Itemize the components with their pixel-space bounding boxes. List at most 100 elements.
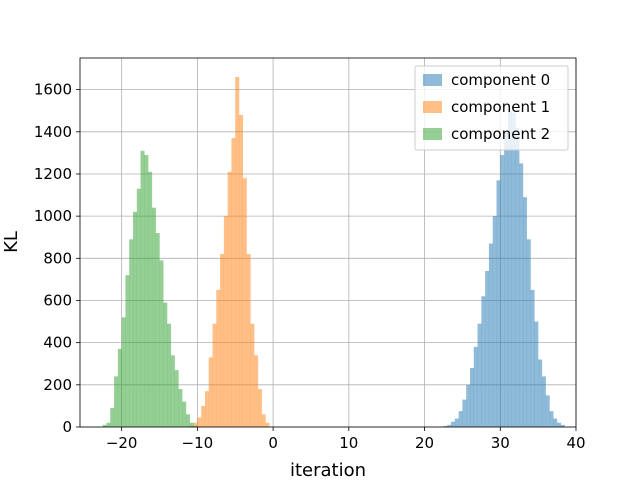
histogram-bar-series-2 xyxy=(193,425,198,427)
histogram-bar-series-0 xyxy=(504,131,509,428)
histogram-bar-series-0 xyxy=(447,424,452,427)
histogram-bar-series-2 xyxy=(140,150,145,427)
histogram-bar-series-1 xyxy=(216,289,221,427)
x-tick-label: 10 xyxy=(339,434,358,452)
histogram-bar-series-2 xyxy=(189,422,194,427)
legend-swatch xyxy=(423,74,442,86)
x-tick-label: 0 xyxy=(268,434,278,452)
histogram-bar-series-0 xyxy=(458,411,463,427)
histogram-bar-series-1 xyxy=(201,405,206,427)
histogram-bar-series-0 xyxy=(454,418,459,427)
histogram-bar-series-2 xyxy=(129,239,134,427)
histogram-bar-series-1 xyxy=(250,323,255,427)
y-tick-label: 1000 xyxy=(34,207,72,225)
histogram-bar-series-0 xyxy=(466,384,471,427)
histogram-bar-series-2 xyxy=(133,211,137,427)
histogram-bar-series-0 xyxy=(560,424,565,427)
histogram-bar-series-1 xyxy=(197,417,202,427)
histogram-bar-series-1 xyxy=(235,76,240,427)
histogram-bar-series-0 xyxy=(473,346,478,427)
y-tick-label: 1600 xyxy=(34,81,72,99)
x-axis-ticks: −20 −10 0 10 20 30 40 xyxy=(106,427,586,452)
histogram-bar-series-2 xyxy=(186,414,191,427)
histogram-bar-series-1 xyxy=(239,114,244,427)
histogram-bar-series-2 xyxy=(155,233,160,427)
histogram-bar-series-2 xyxy=(144,154,149,427)
histogram-bar-series-2 xyxy=(121,317,126,427)
histogram-bar-series-0 xyxy=(500,154,505,427)
x-tick-label: 40 xyxy=(566,434,585,452)
histogram-bars xyxy=(102,76,565,428)
histogram-bar-series-0 xyxy=(549,411,554,427)
histogram-bar-series-0 xyxy=(522,197,527,427)
histogram-bar-series-2 xyxy=(102,424,107,427)
histogram-bar-series-1 xyxy=(223,216,228,427)
histogram-bar-series-2 xyxy=(148,171,153,427)
x-tick-label: 20 xyxy=(415,434,434,452)
histogram-bar-series-1 xyxy=(231,138,236,427)
legend-swatch xyxy=(423,101,442,113)
histogram-bar-series-0 xyxy=(485,270,490,427)
histogram-bar-series-0 xyxy=(488,243,493,427)
histogram-bar-series-0 xyxy=(553,418,558,427)
y-axis-ticks: 0 200 400 600 800 1000 1200 1400 1600 xyxy=(34,81,80,436)
histogram-bar-series-2 xyxy=(163,302,168,427)
y-tick-label: 1400 xyxy=(34,123,72,141)
histogram-bar-series-2 xyxy=(136,188,141,427)
legend-box xyxy=(414,65,569,151)
histogram-bar-series-0 xyxy=(481,296,486,427)
y-tick-label: 600 xyxy=(43,291,72,309)
histogram-bar-series-2 xyxy=(174,370,179,427)
x-tick-label: 30 xyxy=(491,434,510,452)
histogram-bar-series-2 xyxy=(159,260,164,427)
histogram-bar-series-0 xyxy=(538,359,543,427)
legend-label: component 2 xyxy=(451,125,550,143)
histogram-bar-series-0 xyxy=(519,163,524,427)
legend-label: component 1 xyxy=(451,98,550,116)
y-tick-label: 1200 xyxy=(34,165,72,183)
x-axis-label: iteration xyxy=(290,460,366,480)
histogram-bar-series-2 xyxy=(106,422,111,427)
histogram-bar-series-0 xyxy=(469,367,474,427)
histogram-bar-series-0 xyxy=(511,112,516,427)
histogram-bar-series-2 xyxy=(125,275,130,427)
histogram-bar-series-0 xyxy=(492,216,497,427)
histogram-bar-series-0 xyxy=(557,422,562,427)
histogram-bar-series-0 xyxy=(530,289,535,427)
x-tick-label: −10 xyxy=(182,434,214,452)
legend-swatch xyxy=(423,128,442,140)
histogram-bar-series-0 xyxy=(515,127,520,427)
histogram-bar-series-0 xyxy=(534,321,539,427)
y-tick-label: 0 xyxy=(62,418,72,436)
histogram-bar-series-0 xyxy=(541,376,546,427)
histogram-bar-series-0 xyxy=(496,180,501,427)
histogram-bar-series-1 xyxy=(212,323,217,427)
histogram-bar-series-0 xyxy=(462,399,467,427)
histogram-bar-series-1 xyxy=(246,254,251,427)
histogram-bar-series-2 xyxy=(114,376,119,427)
histogram-bar-series-2 xyxy=(178,389,183,427)
histogram-bar-series-2 xyxy=(117,348,122,427)
histogram-bar-series-1 xyxy=(261,414,266,427)
histogram-bar-series-2 xyxy=(170,355,175,427)
histogram-bar-series-0 xyxy=(507,110,512,427)
histogram-bar-series-0 xyxy=(545,395,550,427)
histogram-bar-series-1 xyxy=(204,391,209,427)
histogram-bar-series-0 xyxy=(477,323,482,427)
y-tick-label: 200 xyxy=(43,376,72,394)
y-tick-label: 400 xyxy=(43,334,72,352)
histogram-bar-series-1 xyxy=(254,355,259,427)
histogram-bar-series-1 xyxy=(265,422,270,427)
histogram-bar-series-2 xyxy=(110,408,115,427)
histogram-bar-series-1 xyxy=(193,422,198,427)
histogram-bar-series-2 xyxy=(167,323,172,427)
histogram-bar-series-1 xyxy=(227,171,232,427)
histogram-bar-series-1 xyxy=(220,254,225,427)
histogram-bar-series-0 xyxy=(526,239,531,427)
histogram-bar-series-2 xyxy=(151,207,156,427)
histogram-bar-series-0 xyxy=(443,425,448,427)
y-axis-label: KL xyxy=(1,231,22,253)
histogram-bar-series-0 xyxy=(451,421,456,427)
x-tick-label: −20 xyxy=(106,434,138,452)
